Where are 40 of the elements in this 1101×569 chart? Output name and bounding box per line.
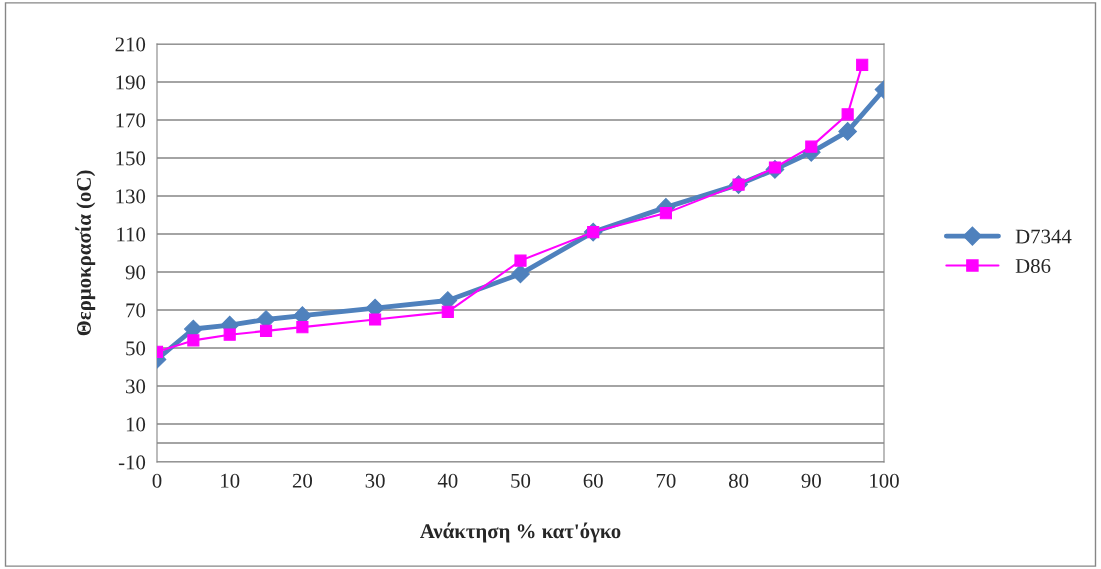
y-tick-label: 170 [116,113,146,128]
legend-label: D86 [1015,258,1051,273]
point [659,207,672,220]
x-tick-label: 30 [365,473,385,488]
x-axis-title: Ανάκτηση % κατ'όγκο [420,522,621,543]
point [514,254,527,267]
y-tick-label: 210 [115,37,146,52]
y-tick-label: 70 [126,303,146,318]
y-tick-label: 110 [117,227,146,242]
point [805,140,818,153]
x-tick-label: 20 [292,473,313,488]
x-tick-label: 50 [511,473,531,488]
point [187,334,200,347]
x-tick-label: 40 [437,473,458,488]
point [259,324,273,337]
x-tick-label: 10 [221,473,240,488]
y-tick-label: 90 [125,265,146,280]
point [441,305,454,318]
y-tick-label: 130 [116,189,146,204]
x-tick-label: 80 [728,473,749,488]
x-tick-label: 90 [801,473,821,488]
x-tick-label: 0 [152,473,162,488]
y-tick-label: -10 [118,455,146,470]
point [296,321,309,334]
y-axis-title: Θερμοκρασία (oC) [75,170,96,336]
x-tick-label: 60 [583,473,603,488]
y-tick-label: 150 [116,151,146,166]
y-tick-label: 190 [116,75,146,90]
point [856,58,869,71]
point [223,328,236,341]
y-tick-label: 50 [126,341,146,356]
point [369,313,382,326]
x-tick-label: 100 [870,473,899,488]
point [841,108,854,121]
point [838,122,858,141]
y-tick-label: 10 [126,417,146,432]
point [511,264,530,284]
x-tick-label: 70 [656,473,676,488]
legend-label: D7344 [1015,229,1072,244]
y-tick-label: 30 [126,379,146,394]
